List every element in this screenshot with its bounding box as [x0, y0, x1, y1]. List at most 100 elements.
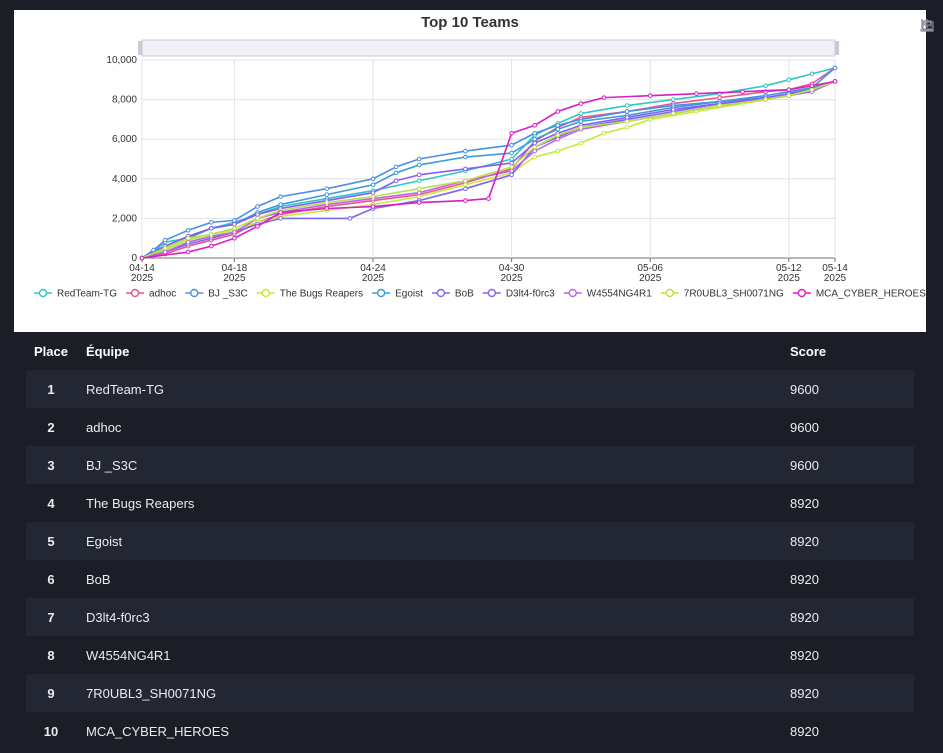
data-point: [209, 243, 214, 249]
data-point: [601, 95, 607, 100]
data-point: [555, 109, 561, 114]
table-row: 10 MCA_CYBER_HEROES 8920: [26, 712, 914, 750]
table-row: 6 BoB 8920: [26, 560, 914, 598]
legend-item[interactable]: Egoist: [372, 289, 423, 300]
row-score: 8920: [790, 533, 819, 549]
data-point: [255, 212, 260, 217]
zoom-handle-left[interactable]: [138, 41, 142, 55]
legend-label: 7R0UBL3_SH0071NG: [684, 289, 784, 300]
data-point: [278, 202, 283, 207]
data-point: [209, 231, 214, 237]
data-point: [185, 249, 191, 255]
data-point: [509, 142, 514, 148]
data-point: [232, 226, 237, 231]
data-point: [671, 97, 676, 102]
data-point: [324, 206, 330, 211]
y-tick-label: 6,000: [112, 134, 137, 145]
zoom-icon[interactable]: [920, 18, 934, 32]
legend-label: Egoist: [395, 289, 423, 300]
table-row: 8 W4554NG4R1 8920: [26, 636, 914, 674]
data-point: [555, 132, 561, 138]
row-team: 7R0UBL3_SH0071NG: [86, 685, 217, 701]
legend-item[interactable]: adhoc: [126, 289, 176, 300]
legend-item[interactable]: RedTeam-TG: [34, 289, 117, 300]
legend-item[interactable]: MCA_CYBER_HEROES: [792, 288, 926, 300]
data-point: [185, 239, 191, 245]
zoom-handle-right[interactable]: [835, 41, 839, 55]
legend-item[interactable]: 7R0UBL3_SH0071NG: [660, 288, 784, 300]
legend-marker: [38, 288, 48, 298]
row-place: 8: [47, 647, 55, 663]
data-point: [324, 186, 330, 191]
row-score: 9600: [790, 457, 819, 473]
data-point: [532, 144, 538, 150]
data-point: [463, 178, 468, 184]
row-score: 8920: [790, 609, 819, 625]
data-point: [232, 218, 237, 223]
series-line: [141, 80, 836, 259]
row-place: 5: [47, 533, 55, 549]
data-point: [416, 162, 422, 168]
row-place: 7: [47, 609, 55, 625]
table-row: 4 The Bugs Reapers 8920: [26, 484, 914, 522]
row-score: 9600: [790, 419, 819, 435]
table-row: 7 D3lt4-f0rc3 8920: [26, 598, 914, 636]
data-point: [532, 123, 538, 128]
row-place: 3: [47, 457, 55, 473]
data-point: [555, 148, 561, 154]
data-point: [139, 255, 145, 261]
legend-item[interactable]: W4554NG4R1: [563, 289, 652, 300]
data-point: [255, 204, 260, 209]
data-point: [647, 93, 653, 98]
legend-item[interactable]: The Bugs Reapers: [256, 289, 363, 300]
row-place: 9: [47, 685, 55, 701]
table-header: Place Équipe Score: [26, 332, 914, 370]
data-point: [255, 216, 260, 221]
series-line: [141, 80, 836, 259]
legend-item[interactable]: D3lt4-f0rc3: [482, 289, 555, 300]
x-tick-label: 04-18 2025: [222, 263, 248, 284]
row-place: 2: [47, 419, 55, 435]
legend-marker: [436, 288, 446, 298]
zoom-slider-track[interactable]: [141, 39, 836, 57]
data-point: [509, 160, 514, 166]
data-point: [717, 103, 722, 108]
score-chart: Top 10 Teams 0 2,000 4,000 6,000 8,000 10,000…: [34, 14, 926, 300]
row-place: 1: [47, 381, 55, 397]
legend-label: MCA_CYBER_HEROES: [816, 289, 926, 300]
download-icon[interactable]: [920, 18, 934, 32]
data-point: [786, 93, 792, 98]
data-point: [671, 111, 676, 116]
row-score: 8920: [790, 571, 819, 587]
data-point: [416, 186, 422, 191]
data-point: [509, 130, 514, 136]
x-tick-label: 05-14 2025: [822, 263, 848, 284]
table-row: 3 BJ _S3C 9600: [26, 446, 914, 484]
data-point: [255, 224, 260, 229]
data-point: [393, 164, 399, 170]
table-body: 1 RedTeam-TG 9600 2 adhoc 9600 3 BJ _S3C 9600 …: [26, 370, 914, 750]
data-point: [416, 194, 422, 199]
legend-label: W4554NG4R1: [587, 289, 652, 300]
data-point: [578, 125, 584, 130]
table-row: 5 Egoist 8920: [26, 522, 914, 560]
y-tick-label: 2,000: [112, 213, 137, 224]
legend-item[interactable]: BoB: [431, 288, 474, 300]
x-tick-label: 04-30 2025: [499, 263, 525, 284]
legend-marker: [797, 288, 807, 298]
data-point: [486, 196, 491, 201]
data-point: [324, 200, 330, 205]
data-point: [624, 109, 630, 114]
data-point: [416, 178, 422, 184]
y-tick-label: 8,000: [112, 95, 137, 106]
data-point: [278, 216, 283, 221]
legend-item[interactable]: BJ _S3C: [185, 289, 248, 300]
data-point: [370, 182, 376, 188]
series-line: [141, 67, 836, 259]
row-score: 8920: [790, 685, 819, 701]
data-point: [232, 222, 237, 227]
data-point: [278, 210, 283, 215]
legend-marker: [665, 288, 674, 298]
data-point: [624, 125, 630, 130]
zoom-slider[interactable]: [138, 39, 839, 57]
